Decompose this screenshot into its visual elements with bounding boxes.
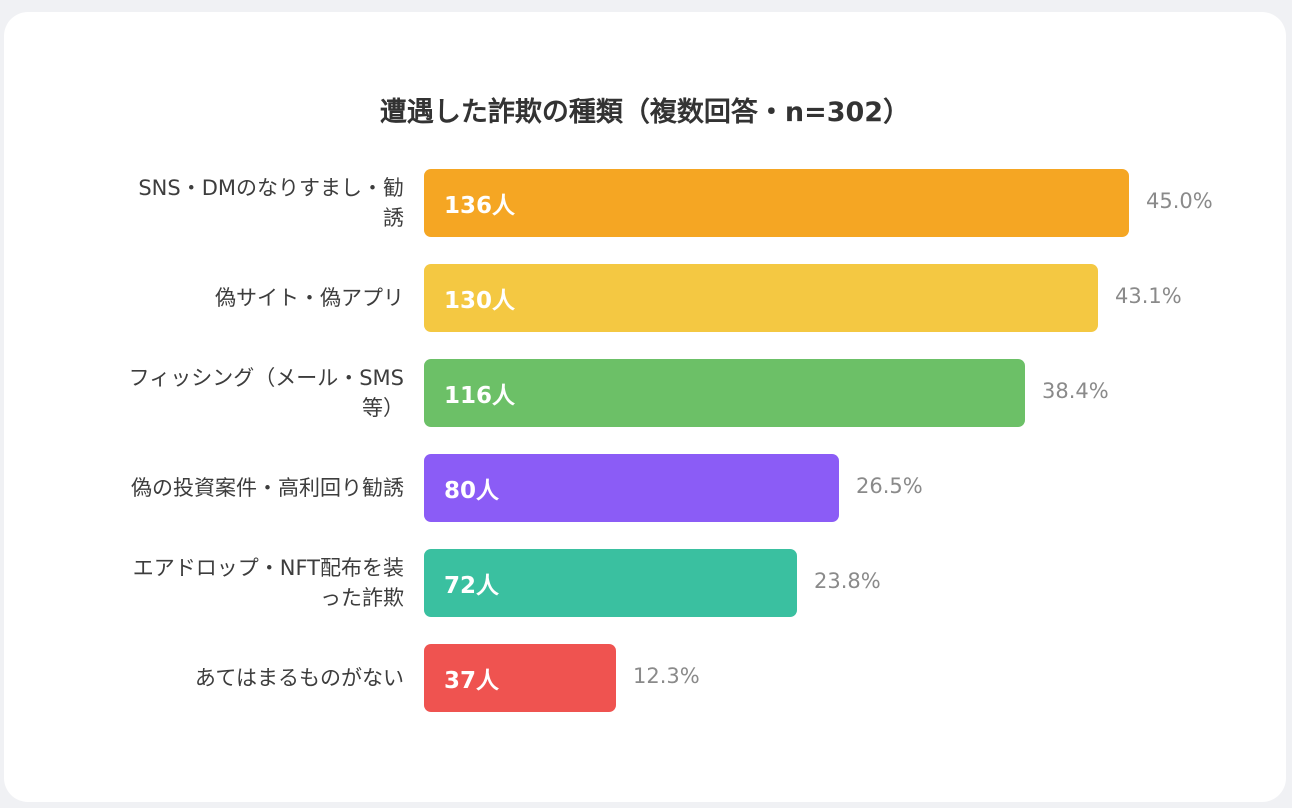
category-label: 偽の投資案件・高利回り勧誘 [74, 473, 404, 503]
percentage-label: 12.3% [633, 664, 700, 688]
category-label-line: 等） [362, 395, 404, 420]
chart-title: 遭遇した詐欺の種類（複数回答・n=302） [379, 97, 911, 128]
category-label: 偽サイト・偽アプリ [74, 283, 404, 313]
category-label: エアドロップ・NFT配布を装った詐欺 [74, 553, 404, 614]
category-label-line: SNS・DMのなりすまし・勧 [138, 175, 404, 200]
category-label: フィッシング（メール・SMS 等） [74, 363, 404, 424]
category-label-line: った詐欺 [320, 585, 404, 610]
bar-value-label: 80人 [444, 478, 500, 504]
bar: 116人 [424, 359, 1025, 427]
category-label-line: 偽の投資案件・高利回り勧誘 [131, 475, 404, 500]
category-label-line: 誘 [383, 205, 404, 230]
category-label-line: あてはまるものがない [194, 665, 404, 690]
bar-value-label: 136人 [444, 193, 516, 219]
category-label-line: フィッシング（メール・SMS [128, 365, 404, 390]
category-label: SNS・DMのなりすまし・勧誘 [74, 173, 404, 234]
bar-value-label: 116人 [444, 383, 516, 409]
bar-value-label: 130人 [444, 288, 516, 314]
percentage-label: 38.4% [1042, 379, 1109, 403]
percentage-label: 26.5% [856, 474, 923, 498]
category-label-line: 偽サイト・偽アプリ [215, 285, 404, 310]
bar: 130人 [424, 264, 1098, 332]
bar: 72人 [424, 549, 797, 617]
percentage-label: 45.0% [1146, 189, 1213, 213]
percentage-label: 23.8% [814, 569, 881, 593]
bar: 80人 [424, 454, 839, 522]
bar-value-label: 37人 [444, 668, 500, 694]
bar: 136人 [424, 169, 1129, 237]
bar-value-label: 72人 [444, 573, 500, 599]
category-label-line: エアドロップ・NFT配布を装 [132, 555, 404, 580]
percentage-label: 43.1% [1115, 284, 1182, 308]
category-label: あてはまるものがない [74, 663, 404, 693]
bar: 37人 [424, 644, 616, 712]
chart-card: 遭遇した詐欺の種類（複数回答・n=302） SNS・DMのなりすまし・勧誘 136… [4, 12, 1286, 802]
